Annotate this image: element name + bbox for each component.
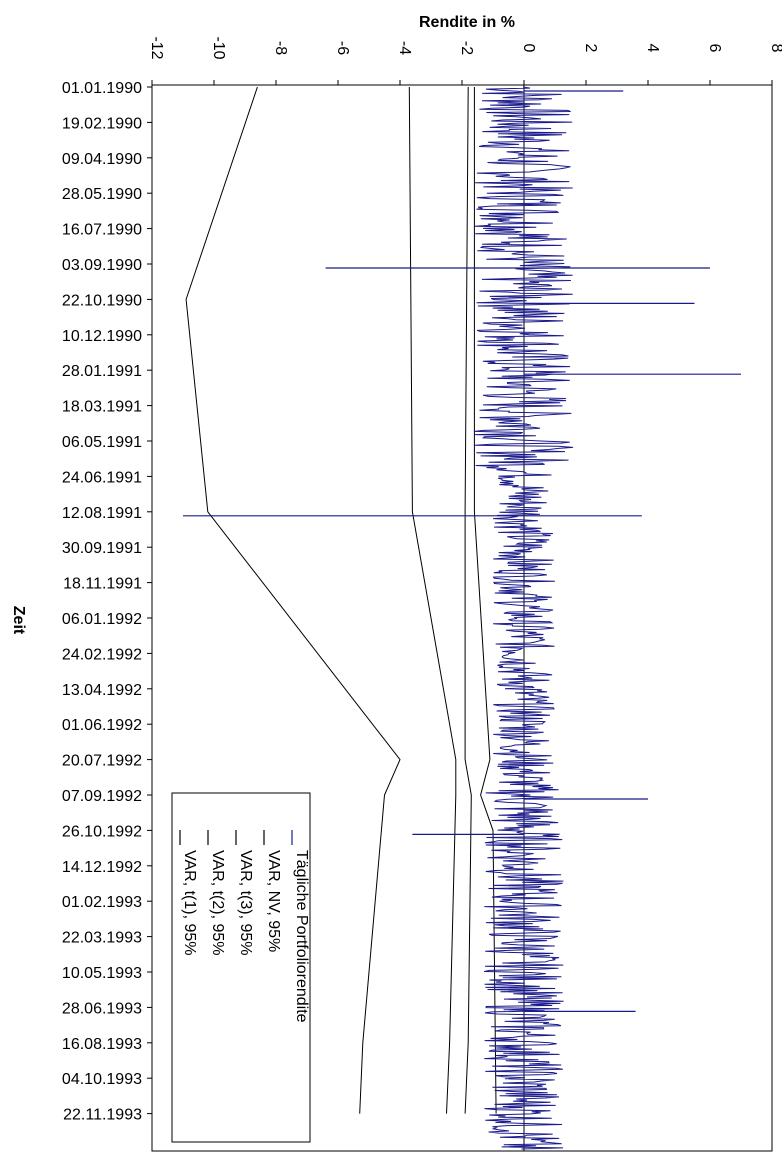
x-tick-label: -6 <box>334 41 351 55</box>
time-tick-label: 12.08.1991 <box>62 505 142 522</box>
x-tick-label: -10 <box>210 36 227 59</box>
x-tick-label: 2 <box>582 44 599 53</box>
legend-label: VAR, NV, 95% <box>265 850 282 952</box>
time-tick-label: 28.05.1990 <box>62 186 142 203</box>
time-tick-label: 22.10.1990 <box>62 292 142 309</box>
x-tick-label: -2 <box>458 41 475 55</box>
time-tick-label: 03.09.1990 <box>62 257 142 274</box>
time-tick-label: 18.03.1991 <box>62 399 142 416</box>
legend-label: VAR, t(1), 95% <box>181 850 198 956</box>
time-tick-label: 22.03.1993 <box>62 930 142 947</box>
time-tick-label: 06.01.1992 <box>62 611 142 628</box>
time-tick-label: 07.09.1992 <box>62 788 142 805</box>
time-tick-label: 10.12.1990 <box>62 328 142 345</box>
time-tick-label: 20.07.1992 <box>62 753 142 770</box>
time-tick-label: 01.06.1992 <box>62 717 142 734</box>
x-tick-label: 8 <box>768 44 782 53</box>
x-tick-label: -8 <box>272 41 289 55</box>
time-tick-label: 28.01.1991 <box>62 363 142 380</box>
time-tick-label: 16.07.1990 <box>62 222 142 239</box>
time-tick-label: 06.05.1991 <box>62 434 142 451</box>
time-tick-label: 24.06.1991 <box>62 469 142 486</box>
time-tick-label: 16.08.1993 <box>62 1036 142 1053</box>
legend-label: VAR, t(3), 95% <box>237 850 254 956</box>
var-series-line <box>408 86 457 1114</box>
legend-box <box>171 792 311 1143</box>
time-tick-label: 09.04.1990 <box>62 151 142 168</box>
time-tick-label: 04.10.1993 <box>62 1071 142 1088</box>
time-tick-label: 14.12.1992 <box>62 859 142 876</box>
legend-label: Tägliche Portfoliorendite <box>293 850 310 1023</box>
x-axis-title: Rendite in % <box>419 14 515 31</box>
time-tick-label: 13.04.1992 <box>62 682 142 699</box>
x-tick-label: 0 <box>520 44 537 53</box>
legend: Tägliche Portfoliorendite VAR, NV, 95% VAR… <box>171 792 311 1143</box>
time-tick-label: 01.02.1993 <box>62 894 142 911</box>
var-series-line <box>473 87 497 1114</box>
x-tick-label: -4 <box>396 41 413 55</box>
time-tick-label: 30.09.1991 <box>62 540 142 557</box>
time-tick-label: 24.02.1992 <box>62 646 142 663</box>
legend-label: VAR, t(2), 95% <box>209 850 226 956</box>
var-series-line <box>464 86 472 1114</box>
x-tick-label: 6 <box>706 44 723 53</box>
x-tick-label: -12 <box>148 36 165 59</box>
return-series-line <box>474 86 574 1150</box>
time-tick-label: 01.01.1990 <box>62 80 142 97</box>
var-series-line <box>185 86 401 1114</box>
time-tick-label: 28.06.1993 <box>62 1000 142 1017</box>
x-tick-label: 4 <box>644 44 661 53</box>
time-tick-label: 19.02.1990 <box>62 115 142 132</box>
time-tick-label: 26.10.1992 <box>62 823 142 840</box>
time-tick-label: 18.11.1991 <box>63 576 142 593</box>
y-axis-title: Zeit <box>10 606 27 635</box>
time-tick-label: 22.11.1993 <box>63 1107 142 1124</box>
time-tick-label: 10.05.1993 <box>62 965 142 982</box>
